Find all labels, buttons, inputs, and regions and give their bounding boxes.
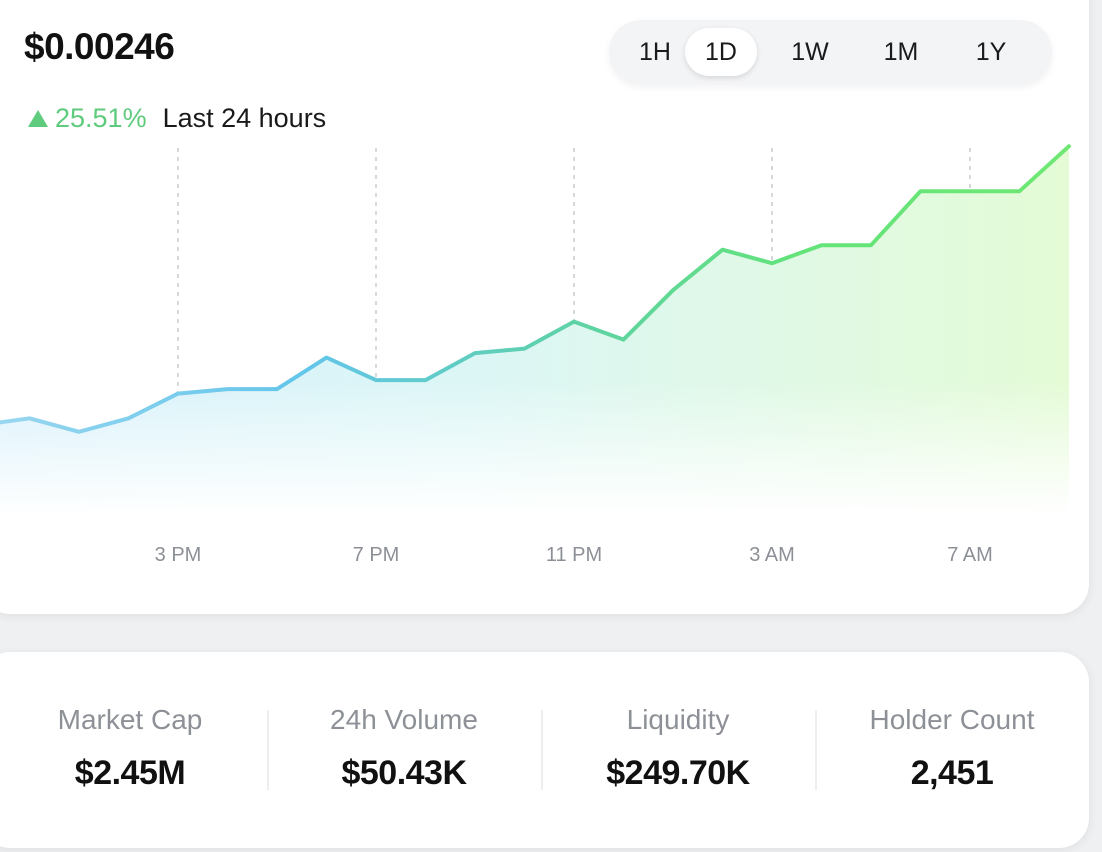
price-change-row: 25.51% Last 24 hours: [28, 101, 326, 135]
range-1d-button[interactable]: 1D: [685, 28, 757, 76]
stat-24h-volume: 24h Volume $50.43K: [267, 704, 541, 793]
current-price: $0.00246: [24, 26, 175, 67]
range-1y-button[interactable]: 1Y: [975, 37, 1007, 66]
range-1w-button[interactable]: 1W: [791, 37, 829, 66]
stat-divider: [541, 710, 543, 790]
chart-fade-overlay: [0, 130, 1089, 515]
stat-holder-count-label: Holder Count: [869, 704, 1035, 735]
price-chart-card: $0.00246 25.51% Last 24 hours 1H 1D 1W 1…: [0, 0, 1089, 614]
stat-holder-count: Holder Count 2,451: [815, 704, 1089, 793]
stat-market-cap: Market Cap $2.45M: [0, 704, 267, 793]
x-axis-tick-label: 7 PM: [353, 544, 400, 566]
stat-divider: [267, 710, 269, 790]
time-range-selector: 1H 1D 1W 1M 1Y: [609, 20, 1052, 84]
chart-price-line: [0, 144, 1071, 434]
x-axis-tick-label: 3 PM: [155, 544, 202, 566]
stat-market-cap-value: $2.45M: [74, 754, 186, 792]
stat-liquidity-value: $249.70K: [606, 754, 750, 792]
price-change-percent: 25.51%: [55, 102, 147, 133]
range-1h-button[interactable]: 1H: [639, 37, 671, 66]
stat-holder-count-value: 2,451: [910, 754, 994, 792]
stat-24h-volume-label: 24h Volume: [330, 704, 478, 735]
x-axis-tick-label: 3 AM: [749, 544, 795, 566]
triangle-up-icon: [28, 109, 48, 127]
x-axis-tick-label: 11 PM: [546, 544, 602, 566]
stat-divider: [815, 710, 817, 790]
range-1m-button[interactable]: 1M: [883, 37, 919, 66]
stat-24h-volume-value: $50.43K: [341, 754, 467, 792]
price-change-period: Last 24 hours: [162, 102, 327, 133]
token-stats-card: Market Cap $2.45M 24h Volume $50.43K Liq…: [0, 652, 1089, 848]
price-chart: 3 PM 7 PM 11 PM 3 AM 7 AM: [0, 130, 1089, 566]
stat-liquidity: Liquidity $249.70K: [541, 704, 815, 793]
stat-market-cap-label: Market Cap: [57, 704, 203, 735]
x-axis-tick-label: 7 AM: [947, 544, 993, 566]
stat-liquidity-label: Liquidity: [626, 704, 730, 735]
